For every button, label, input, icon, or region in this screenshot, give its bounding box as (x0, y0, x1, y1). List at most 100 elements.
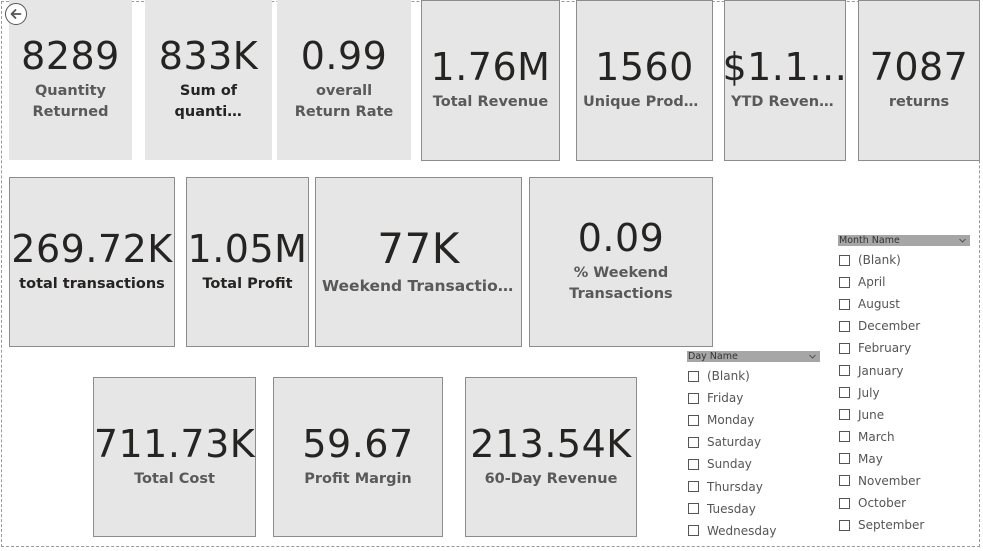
checkbox[interactable] (839, 365, 850, 377)
kpi-card-ytd-revenue[interactable]: $1.1… YTD Revenue (722, 0, 847, 161)
slicer-item[interactable]: April (838, 271, 970, 293)
slicer-item[interactable]: February (838, 337, 970, 359)
checkbox[interactable] (688, 481, 699, 493)
kpi-card-quantity-returned[interactable]: 8289 Quantity Returned (9, 0, 132, 160)
kpi-label: YTD Revenue (731, 94, 840, 110)
checkbox[interactable] (688, 436, 699, 448)
slicer-item-label: June (858, 407, 885, 422)
kpi-value: 0.99 (300, 34, 388, 78)
slicer-item[interactable]: December (838, 315, 970, 337)
slicer-item-label: July (858, 385, 880, 400)
checkbox[interactable] (688, 525, 699, 537)
checkbox[interactable] (688, 370, 699, 382)
kpi-card-returns[interactable]: 7087 returns (858, 0, 980, 161)
kpi-card-overall-return-rate[interactable]: 0.99 overall Return Rate (277, 0, 411, 160)
checkbox[interactable] (688, 458, 699, 470)
kpi-label: Quantity Returned (32, 83, 109, 120)
slicer-item[interactable]: Saturday (687, 431, 820, 453)
slicer-item-label: Wednesday (707, 523, 777, 538)
slicer-item-label: May (858, 451, 883, 466)
kpi-label: Total Revenue (432, 94, 549, 110)
slicer-item-label: Thursday (707, 479, 763, 494)
checkbox[interactable] (839, 409, 850, 421)
kpi-label: overall Return Rate (294, 83, 394, 120)
kpi-card-total-profit[interactable]: 1.05M Total Profit (186, 177, 309, 347)
checkbox[interactable] (839, 320, 850, 332)
back-arrow-icon (10, 9, 22, 19)
slicer-item[interactable]: Wednesday (687, 520, 820, 542)
slicer-header[interactable]: Day Name (687, 351, 820, 362)
kpi-card-pct-weekend-transactions[interactable]: 0.09 % Weekend Transactions (529, 177, 713, 347)
checkbox[interactable] (839, 453, 850, 465)
checkbox[interactable] (688, 503, 699, 515)
checkbox[interactable] (688, 392, 699, 404)
kpi-card-weekend-transactions[interactable]: 77K Weekend Transactions (315, 177, 522, 347)
slicer-item-label: (Blank) (858, 253, 901, 268)
slicer-item[interactable]: June (838, 404, 970, 426)
kpi-value: 77K (377, 223, 460, 273)
kpi-label: returns (888, 94, 950, 110)
kpi-value: 8289 (21, 34, 120, 78)
checkbox[interactable] (839, 342, 850, 354)
checkbox[interactable] (839, 254, 850, 266)
kpi-value: 213.54K (470, 421, 632, 466)
slicer-item[interactable]: October (838, 492, 970, 514)
slicer-item[interactable]: Friday (687, 387, 820, 409)
checkbox[interactable] (839, 497, 850, 509)
kpi-card-total-revenue[interactable]: 1.76M Total Revenue (421, 0, 560, 161)
checkbox[interactable] (839, 298, 850, 310)
slicer-item[interactable]: August (838, 293, 970, 315)
kpi-card-profit-margin[interactable]: 59.67 Profit Margin (273, 377, 443, 537)
slicer-header[interactable]: Month Name (838, 235, 970, 246)
checkbox[interactable] (839, 475, 850, 487)
slicer-item[interactable]: May (838, 448, 970, 470)
back-button[interactable] (5, 3, 27, 25)
slicer-item-label: November (858, 473, 921, 488)
kpi-value: 711.73K (93, 421, 256, 466)
kpi-value: 1560 (595, 45, 694, 89)
checkbox[interactable] (839, 276, 850, 288)
slicer-item-label: August (858, 297, 900, 312)
kpi-value: 1.76M (430, 45, 551, 89)
chevron-down-icon[interactable] (958, 235, 967, 246)
slicer-item[interactable]: Tuesday (687, 498, 820, 520)
kpi-value: 833K (158, 34, 259, 78)
slicer-item[interactable]: September (838, 514, 970, 536)
checkbox[interactable] (839, 431, 850, 443)
kpi-label: % Weekend Transactions (569, 265, 673, 302)
slicer-title: Day Name (688, 351, 738, 362)
checkbox[interactable] (688, 414, 699, 426)
kpi-value: 59.67 (302, 421, 414, 466)
kpi-label: Total Cost (134, 470, 215, 487)
slicer-item[interactable]: Monday (687, 409, 820, 431)
slicer-item-label: February (858, 341, 912, 356)
kpi-value: 1.05M (187, 226, 308, 271)
kpi-card-total-cost[interactable]: 711.73K Total Cost (93, 377, 256, 537)
slicer-item[interactable]: March (838, 426, 970, 448)
kpi-card-unique-products[interactable]: 1560 Unique Produ… (576, 0, 713, 161)
slicer-item-label: Monday (707, 413, 755, 428)
slicer-item-label: Tuesday (707, 501, 756, 516)
kpi-label: Total Profit (202, 275, 293, 292)
kpi-card-sum-of-quantity[interactable]: 833K Sum of quantity (145, 0, 272, 160)
slicer-item[interactable]: Thursday (687, 475, 820, 497)
slicer-item-label: Friday (707, 391, 744, 406)
kpi-label: total transactions (19, 275, 165, 292)
slicer-item-label: Saturday (707, 435, 762, 450)
slicer-item-label: Sunday (707, 457, 752, 472)
slicer-item[interactable]: Sunday (687, 453, 820, 475)
slicer-item[interactable]: January (838, 359, 970, 381)
kpi-card-total-transactions[interactable]: 269.72K total transactions (9, 177, 175, 347)
slicer-item[interactable]: (Blank) (687, 365, 820, 387)
checkbox[interactable] (839, 387, 850, 399)
chevron-down-icon[interactable] (808, 351, 817, 362)
slicer-item[interactable]: July (838, 382, 970, 404)
slicer-item[interactable]: November (838, 470, 970, 492)
kpi-label: Weekend Transactions (322, 276, 519, 295)
slicer-title: Month Name (839, 235, 900, 246)
kpi-value: 7087 (869, 45, 969, 89)
kpi-card-60-day-revenue[interactable]: 213.54K 60-Day Revenue (465, 377, 637, 537)
slicer-item-label: March (858, 429, 895, 444)
checkbox[interactable] (839, 519, 850, 531)
slicer-item[interactable]: (Blank) (838, 249, 970, 271)
